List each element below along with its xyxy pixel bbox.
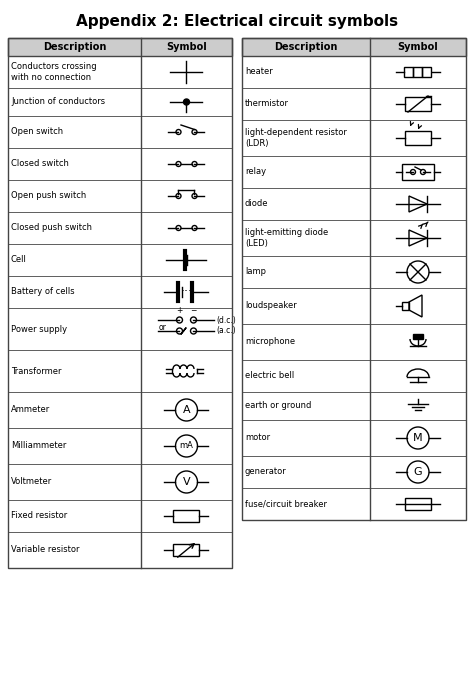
Text: Milliammeter: Milliammeter xyxy=(11,441,66,450)
Text: (a.c.): (a.c.) xyxy=(217,327,236,335)
Text: Closed push switch: Closed push switch xyxy=(11,224,92,233)
Text: relay: relay xyxy=(245,168,266,176)
Bar xyxy=(402,302,409,310)
Bar xyxy=(413,67,422,77)
Bar xyxy=(242,38,466,56)
Text: Description: Description xyxy=(274,42,337,52)
Text: diode: diode xyxy=(245,199,268,208)
Text: motor: motor xyxy=(245,433,270,443)
Text: or: or xyxy=(158,322,166,331)
Text: Voltmeter: Voltmeter xyxy=(11,477,52,487)
Text: A: A xyxy=(182,405,191,415)
Text: generator: generator xyxy=(245,468,287,477)
Bar xyxy=(8,38,232,56)
Text: lamp: lamp xyxy=(245,268,266,276)
Text: mA: mA xyxy=(180,441,193,450)
Text: microphone: microphone xyxy=(245,337,295,347)
Text: V: V xyxy=(182,477,191,487)
Text: Power supply: Power supply xyxy=(11,324,67,333)
Text: light-emitting diode
(LED): light-emitting diode (LED) xyxy=(245,228,328,248)
Text: Variable resistor: Variable resistor xyxy=(11,546,80,554)
Bar xyxy=(405,131,431,145)
Text: G: G xyxy=(414,467,422,477)
Bar xyxy=(242,38,466,520)
Bar xyxy=(8,38,232,568)
Text: +: + xyxy=(176,306,182,315)
Circle shape xyxy=(183,99,190,105)
Text: Fixed resistor: Fixed resistor xyxy=(11,512,67,521)
Text: M: M xyxy=(413,433,423,443)
Bar xyxy=(422,67,431,77)
Text: heater: heater xyxy=(245,68,273,76)
Text: Description: Description xyxy=(43,42,106,52)
Bar xyxy=(402,164,434,180)
Bar xyxy=(405,97,431,111)
Text: Ammeter: Ammeter xyxy=(11,406,50,414)
Text: light-dependent resistor
(LDR): light-dependent resistor (LDR) xyxy=(245,128,347,148)
Bar xyxy=(413,334,423,339)
Text: fuse/circuit breaker: fuse/circuit breaker xyxy=(245,500,327,508)
Text: Cell: Cell xyxy=(11,256,27,264)
Text: earth or ground: earth or ground xyxy=(245,402,311,410)
Text: Open push switch: Open push switch xyxy=(11,191,86,201)
Text: electric bell: electric bell xyxy=(245,372,294,381)
Bar xyxy=(404,67,413,77)
Bar xyxy=(173,510,200,522)
Text: Open switch: Open switch xyxy=(11,128,63,137)
Text: Transformer: Transformer xyxy=(11,366,62,375)
Text: Battery of cells: Battery of cells xyxy=(11,287,74,297)
Text: Appendix 2: Electrical circuit symbols: Appendix 2: Electrical circuit symbols xyxy=(76,14,398,29)
Text: Symbol: Symbol xyxy=(166,42,207,52)
Text: (d.c.): (d.c.) xyxy=(217,316,236,324)
Text: Conductors crossing
with no connection: Conductors crossing with no connection xyxy=(11,62,97,82)
Text: Junction of conductors: Junction of conductors xyxy=(11,97,105,107)
Text: −: − xyxy=(191,306,197,315)
Text: loudspeaker: loudspeaker xyxy=(245,301,297,310)
Bar xyxy=(405,498,431,510)
Text: thermistor: thermistor xyxy=(245,99,289,109)
Text: ···: ··· xyxy=(181,285,192,299)
Text: Closed switch: Closed switch xyxy=(11,160,69,168)
Text: Symbol: Symbol xyxy=(398,42,438,52)
Bar xyxy=(173,544,200,556)
